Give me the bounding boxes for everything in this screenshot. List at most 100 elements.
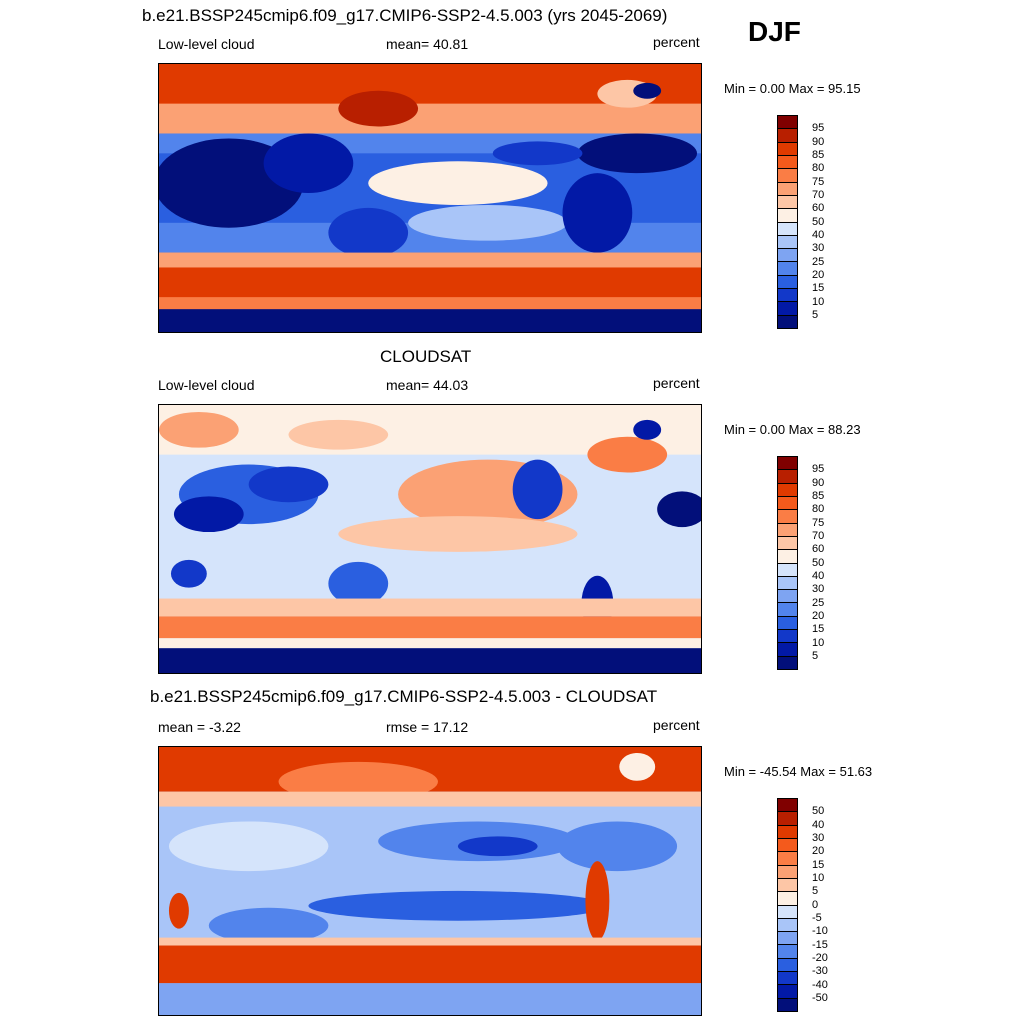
panel2-colorbar-box [778,642,797,656]
panel1-colorbar-box [778,141,797,155]
panel3-colorbar-box [778,824,797,838]
panel1-colorbar-box [778,261,797,275]
panel3-colorbar-box [778,864,797,878]
panel3-colorbar-tick: -20 [812,952,828,964]
panel3-mean-label: mean = -3.22 [158,719,241,735]
panel3-colorbar-tick: 15 [812,859,825,871]
panel1-colorbar-box [778,128,797,142]
panel1-colorbar-tick: 20 [812,269,825,281]
panel2-colorbar-box [778,562,797,576]
panel3-colorbar-tick: 0 [812,899,819,911]
panel1-units-label: percent [653,34,700,50]
panel3-colorbar-box [778,837,797,852]
panel3-minmax-label: Min = -45.54 Max = 51.63 [724,764,873,779]
panel3-map [158,746,702,1016]
panel1-colorbar-box [778,221,797,235]
panel1-title: b.e21.BSSP245cmip6.f09_g17.CMIP6-SSP2-4.… [142,6,668,25]
panel1-colorbar-box [778,248,797,262]
panel1-colorbar-box [778,301,797,315]
panel2-colorbar-tick: 80 [812,503,825,515]
panel2-colorbar-tick: 40 [812,570,825,582]
panel1-colorbar-box [778,194,797,209]
panel1-colorbar-tick: 80 [812,162,825,174]
panel2-colorbar-box [778,522,797,536]
panel2-colorbar-box [778,495,797,510]
panel3-colorbar [777,798,798,1012]
panel2-colorbar-box [778,575,797,590]
panel1-colorbar-box [778,168,797,182]
panel3-colorbar-tick: 40 [812,819,825,831]
panel1-colorbar-box [778,154,797,169]
panel3-colorbar-box [778,877,797,892]
panel3-colorbar-tick: 10 [812,872,825,884]
panel2-colorbar-tick: 25 [812,597,825,609]
panel1-colorbar-tick: 25 [812,256,825,268]
panel1-colorbar-tick: 5 [812,309,819,321]
panel1-colorbar [777,115,798,329]
panel1-colorbar-tick: 95 [812,122,825,134]
panel2-colorbar-box [778,602,797,616]
panel2-colorbar-tick: 90 [812,477,825,489]
panel3-colorbar-tick: 30 [812,832,825,844]
panel1-colorbar-tick: 10 [812,296,825,308]
panel1-colorbar-box [778,116,797,129]
panel3-title: b.e21.BSSP245cmip6.f09_g17.CMIP6-SSP2-4.… [150,687,658,706]
panel1-colorbar-box [778,288,797,302]
panel2-colorbar [777,456,798,670]
panel3-colorbar-tick: 50 [812,805,825,817]
panel1-variable-label: Low-level cloud [158,36,255,52]
panel2-colorbar-tick: 95 [812,463,825,475]
panel3-colorbar-box [778,891,797,905]
panel1-map [158,63,702,333]
panel3-colorbar-box [778,917,797,932]
panel2-minmax-label: Min = 0.00 Max = 88.23 [724,422,861,437]
panel2-map [158,404,702,674]
panel1-colorbar-tick: 15 [812,282,825,294]
panel2-colorbar-box [778,629,797,643]
panel3-units-label: percent [653,717,700,733]
panel3-colorbar-tick: -30 [812,965,828,977]
panel3-colorbar-tick: 5 [812,885,819,897]
panel2-colorbar-box [778,457,797,470]
panel3-colorbar-box [778,971,797,985]
panel2-map-field [159,405,701,673]
panel2-colorbar-box [778,589,797,603]
panel3-colorbar-box [778,851,797,865]
panel2-colorbar-tick: 60 [812,543,825,555]
panel2-colorbar-tick: 50 [812,557,825,569]
panel1-colorbar-tick: 30 [812,242,825,254]
panel3-colorbar-box [778,957,797,972]
panel1-colorbar-box [778,208,797,222]
panel2-variable-label: Low-level cloud [158,377,255,393]
panel2-colorbar-tick: 30 [812,583,825,595]
panel2-colorbar-tick: 20 [812,610,825,622]
panel2-colorbar-box [778,482,797,496]
panel1-colorbar-tick: 75 [812,176,825,188]
panel2-colorbar-tick: 75 [812,517,825,529]
panel2-colorbar-tick: 10 [812,637,825,649]
panel1-colorbar-tick: 60 [812,202,825,214]
panel2-colorbar-box [778,615,797,630]
panel1-colorbar-tick: 90 [812,136,825,148]
panel3-colorbar-box [778,997,797,1011]
panel2-colorbar-box [778,469,797,483]
panel1-mean-label: mean= 40.81 [386,36,469,52]
panel3-colorbar-tick: -40 [812,979,828,991]
panel1-colorbar-box [778,274,797,289]
panel1-minmax-label: Min = 0.00 Max = 95.15 [724,81,861,96]
season-label: DJF [748,16,801,47]
panel1-colorbar-tick: 85 [812,149,825,161]
panel1-colorbar-box [778,181,797,195]
panel3-colorbar-box [778,799,797,812]
panel3-map-field [159,747,701,1015]
panel2-colorbar-box [778,655,797,669]
panel3-colorbar-tick: -10 [812,925,828,937]
panel1-map-field [159,64,701,332]
panel2-colorbar-box [778,535,797,550]
panel1-colorbar-tick: 40 [812,229,825,241]
panel3-colorbar-tick: -15 [812,939,828,951]
panel2-colorbar-tick: 5 [812,650,819,662]
panel1-colorbar-tick: 70 [812,189,825,201]
panel3-rmse-label: rmse = 17.12 [386,719,469,735]
panel2-title: CLOUDSAT [380,347,472,366]
